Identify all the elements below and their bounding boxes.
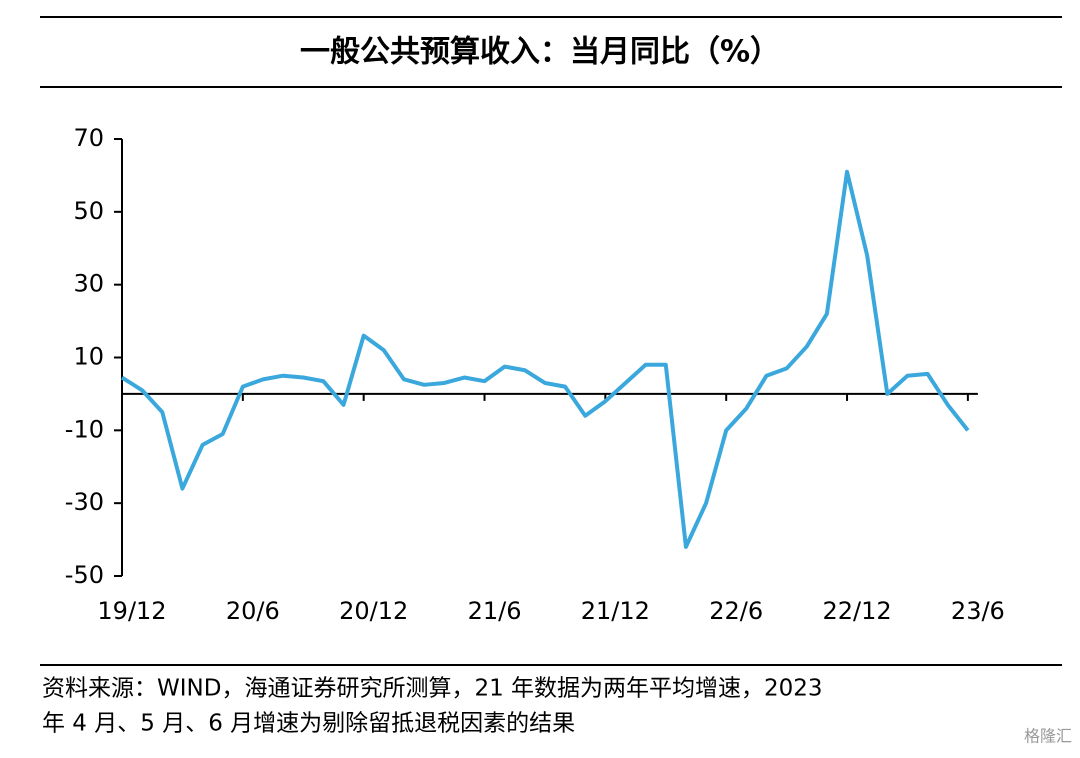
source-note: 资料来源：WIND，海通证券研究所测算，21 年数据为两年平均增速，2023 [42,676,823,702]
y-tick-label: -30 [65,488,104,516]
source-note: 年 4 月、5 月、6 月增速为剔除留抵退税因素的结果 [42,711,575,737]
y-tick-label: 10 [73,343,104,371]
x-tick-label: 21/12 [581,597,650,625]
x-tick-label: 22/6 [709,597,763,625]
y-tick-label: 50 [73,197,104,225]
y-tick-label: 70 [73,124,104,152]
chart-title: 一般公共预算收入：当月同比（%） [300,35,780,70]
x-tick-label: 23/6 [951,597,1005,625]
y-tick-label: -50 [65,561,104,589]
y-tick-label: 30 [73,270,104,298]
y-tick-label: -10 [65,415,104,443]
x-tick-label: 20/12 [339,597,408,625]
x-tick-label: 19/12 [97,597,166,625]
watermark: 格隆汇 [1024,727,1072,746]
line-series [120,169,970,549]
x-tick-label: 22/12 [822,597,891,625]
x-tick-label: 20/6 [226,597,280,625]
x-tick-label: 21/6 [468,597,522,625]
